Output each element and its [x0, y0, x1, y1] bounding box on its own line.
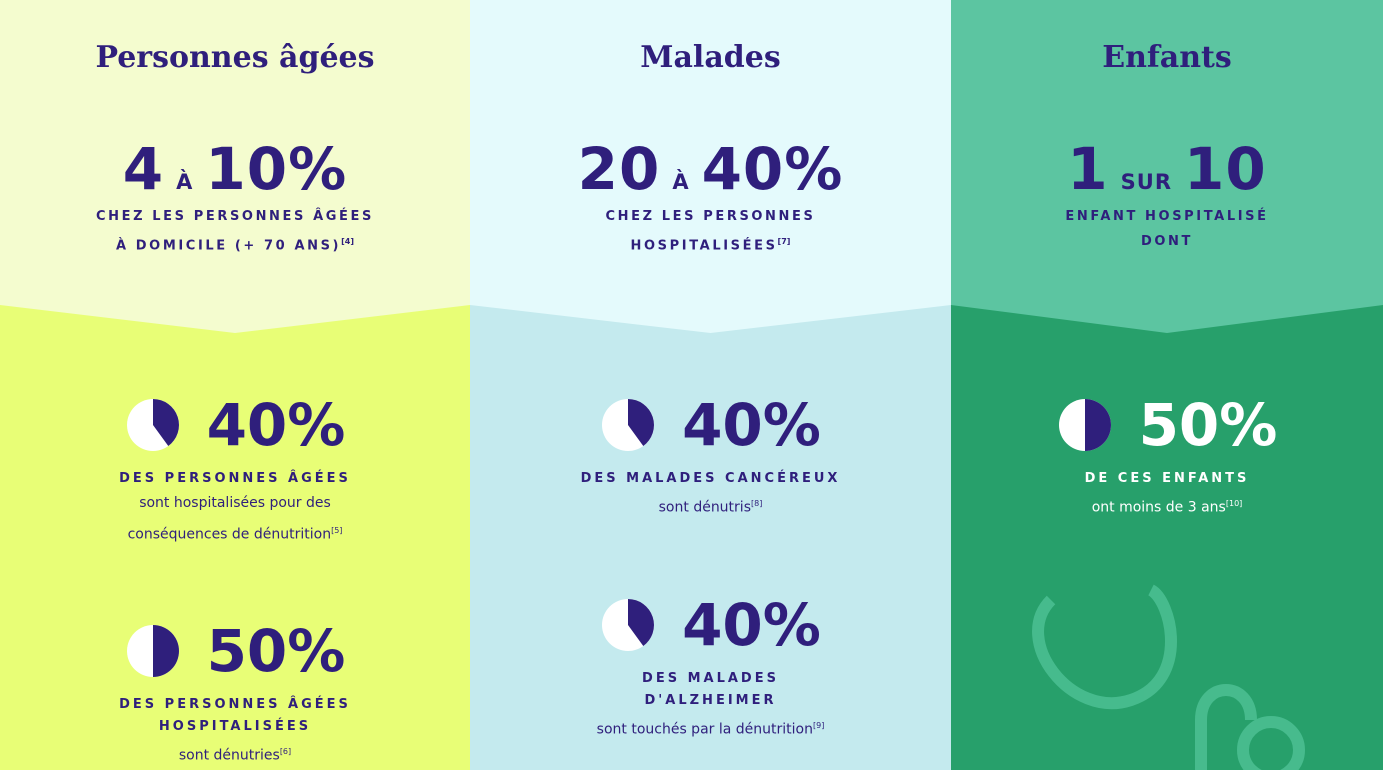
headline-number: 10	[1184, 135, 1267, 203]
stat-row: 40%	[0, 392, 470, 458]
headline-separator: SUR	[1121, 170, 1172, 194]
headline-number: 4	[123, 135, 164, 203]
caption-line: ENFANT HOSPITALISÉ	[951, 204, 1383, 229]
lead-line: DES PERSONNES ÂGÉES	[0, 468, 470, 490]
stat-text: ont moins de 3 ans[10]	[951, 490, 1383, 522]
stat-lead: DES PERSONNES ÂGÉES	[0, 468, 470, 490]
caption-text: À DOMICILE (+ 70 ANS)	[116, 238, 341, 253]
stat-percent: 50%	[1139, 391, 1278, 459]
caption-line: HOSPITALISÉES[7]	[470, 229, 951, 258]
column-title: Personnes âgées	[0, 40, 470, 75]
pie-slice	[153, 625, 179, 677]
column: Malades 20 À 40% CHEZ LES PERSONNES HOSPITALI…	[470, 0, 951, 770]
lead-line: DE CES ENFANTS	[951, 468, 1383, 490]
headline-caption: CHEZ LES PERSONNES ÂGÉES À DOMICILE (+ 70…	[0, 204, 470, 258]
text-line: sont dénutries[6]	[0, 738, 470, 770]
text-line: sont touchés par la dénutrition[9]	[470, 712, 951, 744]
reference: [5]	[331, 526, 342, 535]
caption-line: CHEZ LES PERSONNES ÂGÉES	[0, 204, 470, 229]
stat-row: 40%	[470, 592, 951, 658]
stat-percent: 40%	[682, 391, 821, 459]
caption-text: HOSPITALISÉES	[631, 238, 778, 253]
text-line: ont moins de 3 ans[10]	[951, 490, 1383, 522]
stat-percent: 40%	[207, 391, 346, 459]
pie-icon	[1057, 397, 1113, 453]
pie-slice	[1085, 399, 1111, 451]
stat-row: 50%	[0, 618, 470, 684]
reference: [6]	[280, 747, 291, 756]
caption-text: DONT	[1141, 234, 1193, 249]
reference: [9]	[813, 721, 824, 730]
stat-text: sont dénutries[6]	[0, 738, 470, 770]
pie-icon	[125, 397, 181, 453]
caption-line: CHEZ LES PERSONNES	[470, 204, 951, 229]
stat-percent: 40%	[682, 591, 821, 659]
caption-text: CHEZ LES PERSONNES	[606, 209, 816, 224]
caption-text: CHEZ LES PERSONNES ÂGÉES	[96, 209, 374, 224]
stat-lead: DE CES ENFANTS	[951, 468, 1383, 490]
stat-lead: DES MALADES CANCÉREUX	[470, 468, 951, 490]
text-content: sont dénutris	[659, 500, 751, 516]
text-content: sont dénutries	[179, 748, 280, 764]
reference: [10]	[1226, 499, 1242, 508]
caption-text: ENFANT HOSPITALISÉ	[1065, 209, 1268, 224]
headline-separator: À	[672, 170, 689, 194]
headline-number: 10%	[205, 135, 347, 203]
headline-caption: CHEZ LES PERSONNES HOSPITALISÉES[7]	[470, 204, 951, 258]
headline-separator: À	[176, 170, 193, 194]
headline-number: 1	[1067, 135, 1108, 203]
reference: [8]	[751, 499, 762, 508]
stat-text: sont dénutris[8]	[470, 490, 951, 522]
text-line: sont dénutris[8]	[470, 490, 951, 522]
headline: 20 À 40%	[470, 135, 951, 203]
headline: 1 SUR 10	[951, 135, 1383, 203]
text-content: ont moins de 3 ans	[1092, 500, 1226, 516]
column: Enfants 1 SUR 10 ENFANT HOSPITALISÉ DONT 50% DE…	[951, 0, 1383, 770]
caption-line: DONT	[951, 229, 1383, 254]
lead-line: DES PERSONNES ÂGÉES	[0, 694, 470, 716]
stat-text: sont hospitalisées pour des conséquences …	[0, 490, 470, 549]
lead-line: DES MALADES	[470, 668, 951, 690]
pie-icon	[600, 597, 656, 653]
stat-row: 50%	[951, 392, 1383, 458]
reference: [4]	[341, 237, 354, 246]
headline-number: 20	[578, 135, 661, 203]
column-title: Malades	[470, 40, 951, 75]
reference: [7]	[778, 237, 791, 246]
text-line: sont hospitalisées pour des	[0, 490, 470, 517]
page: (() => { const data = JSON.parse(documen…	[0, 0, 1383, 770]
column-background	[951, 0, 1383, 770]
lead-line: DES MALADES CANCÉREUX	[470, 468, 951, 490]
text-content: sont touchés par la dénutrition	[597, 722, 813, 738]
caption-line: À DOMICILE (+ 70 ANS)[4]	[0, 229, 470, 258]
headline-number: 40%	[702, 135, 844, 203]
text-content: sont hospitalisées pour des	[139, 495, 331, 511]
lead-line: HOSPITALISÉES	[0, 716, 470, 738]
pie-icon	[125, 623, 181, 679]
lead-line: D'ALZHEIMER	[470, 690, 951, 712]
column-title: Enfants	[951, 40, 1383, 75]
text-line: conséquences de dénutrition[5]	[0, 517, 470, 549]
pie-icon	[600, 397, 656, 453]
stat-text: sont touchés par la dénutrition[9]	[470, 712, 951, 744]
headline-caption: ENFANT HOSPITALISÉ DONT	[951, 204, 1383, 254]
text-content: conséquences de dénutrition	[128, 527, 332, 543]
stat-percent: 50%	[207, 617, 346, 685]
stat-row: 40%	[470, 392, 951, 458]
